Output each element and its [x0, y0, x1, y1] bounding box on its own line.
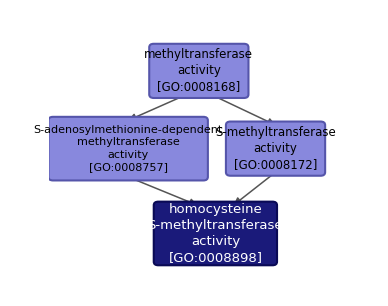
Text: homocysteine
S-methyltransferase
activity
[GO:0008898]: homocysteine S-methyltransferase activit…: [147, 203, 283, 264]
FancyBboxPatch shape: [149, 44, 248, 98]
Text: S-adenosylmethionine-dependent
methyltransferase
activity
[GO:0008757]: S-adenosylmethionine-dependent methyltra…: [33, 125, 223, 172]
FancyBboxPatch shape: [154, 202, 277, 265]
Text: S-methyltransferase
activity
[GO:0008172]: S-methyltransferase activity [GO:0008172…: [215, 126, 336, 171]
Text: methyltransferase
activity
[GO:0008168]: methyltransferase activity [GO:0008168]: [144, 48, 253, 93]
FancyBboxPatch shape: [48, 117, 208, 181]
FancyBboxPatch shape: [226, 121, 325, 176]
